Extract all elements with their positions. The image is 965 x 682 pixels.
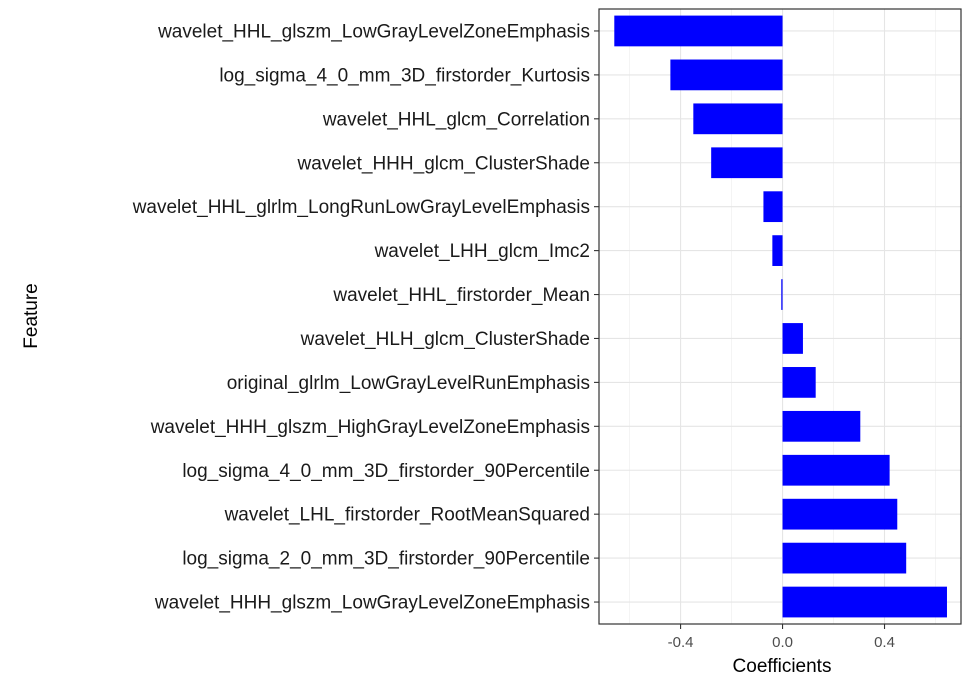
y-tick-label: wavelet_HHH_glszm_HighGrayLevelZoneEmpha…: [150, 417, 590, 438]
x-axis-title: Coefficients: [733, 656, 832, 677]
y-tick-label: log_sigma_4_0_mm_3D_firstorder_Kurtosis: [219, 65, 590, 86]
x-tick-label: 0.0: [772, 634, 793, 651]
bar: [782, 323, 803, 354]
y-tick-label: wavelet_HHH_glszm_LowGrayLevelZoneEmphas…: [154, 593, 590, 614]
y-tick-label: wavelet_HHL_glrlm_LongRunLowGrayLevelEmp…: [132, 197, 590, 218]
y-tick-label: wavelet_LHH_glcm_Imc2: [374, 241, 590, 262]
bar: [772, 235, 783, 266]
y-tick-label: wavelet_HHH_glcm_ClusterShade: [296, 153, 590, 174]
x-axis-tick-labels: -0.4 0.0 0.4: [668, 634, 895, 651]
x-axis-ticks: [680, 624, 886, 629]
y-tick-label: original_glrlm_LowGrayLevelRunEmphasis: [227, 373, 590, 394]
y-axis-ticks: [594, 30, 599, 603]
bar: [693, 103, 783, 135]
bar: [763, 191, 783, 223]
bar: [711, 147, 783, 179]
bar: [782, 542, 907, 574]
bars: [614, 15, 947, 618]
bar: [782, 586, 947, 618]
bar: [782, 454, 890, 486]
y-axis-tick-labels: wavelet_HHL_glszm_LowGrayLevelZoneEmphas…: [132, 21, 590, 613]
bar: [782, 410, 861, 442]
y-tick-label: wavelet_HHL_glszm_LowGrayLevelZoneEmphas…: [157, 21, 590, 42]
x-tick-label: -0.4: [668, 634, 694, 651]
plot-panel-border: [598, 8, 962, 625]
y-tick-label: wavelet_HLH_glcm_ClusterShade: [300, 329, 590, 350]
y-tick-label: log_sigma_2_0_mm_3D_firstorder_90Percent…: [182, 549, 590, 570]
x-tick-label: 0.4: [874, 634, 895, 651]
bar: [670, 59, 783, 91]
plot-panel-background: [599, 9, 961, 624]
grid-lines: [599, 9, 961, 624]
y-axis-title: Feature: [21, 283, 42, 348]
y-tick-label: wavelet_HHL_glcm_Correlation: [322, 109, 590, 130]
bar: [614, 15, 783, 47]
y-tick-label: wavelet_LHL_firstorder_RootMeanSquared: [224, 505, 590, 526]
y-tick-label: log_sigma_4_0_mm_3D_firstorder_90Percent…: [182, 461, 590, 482]
bar: [782, 498, 898, 530]
bar: [781, 279, 783, 310]
y-tick-label: wavelet_HHL_firstorder_Mean: [332, 285, 590, 306]
bar: [782, 367, 816, 398]
